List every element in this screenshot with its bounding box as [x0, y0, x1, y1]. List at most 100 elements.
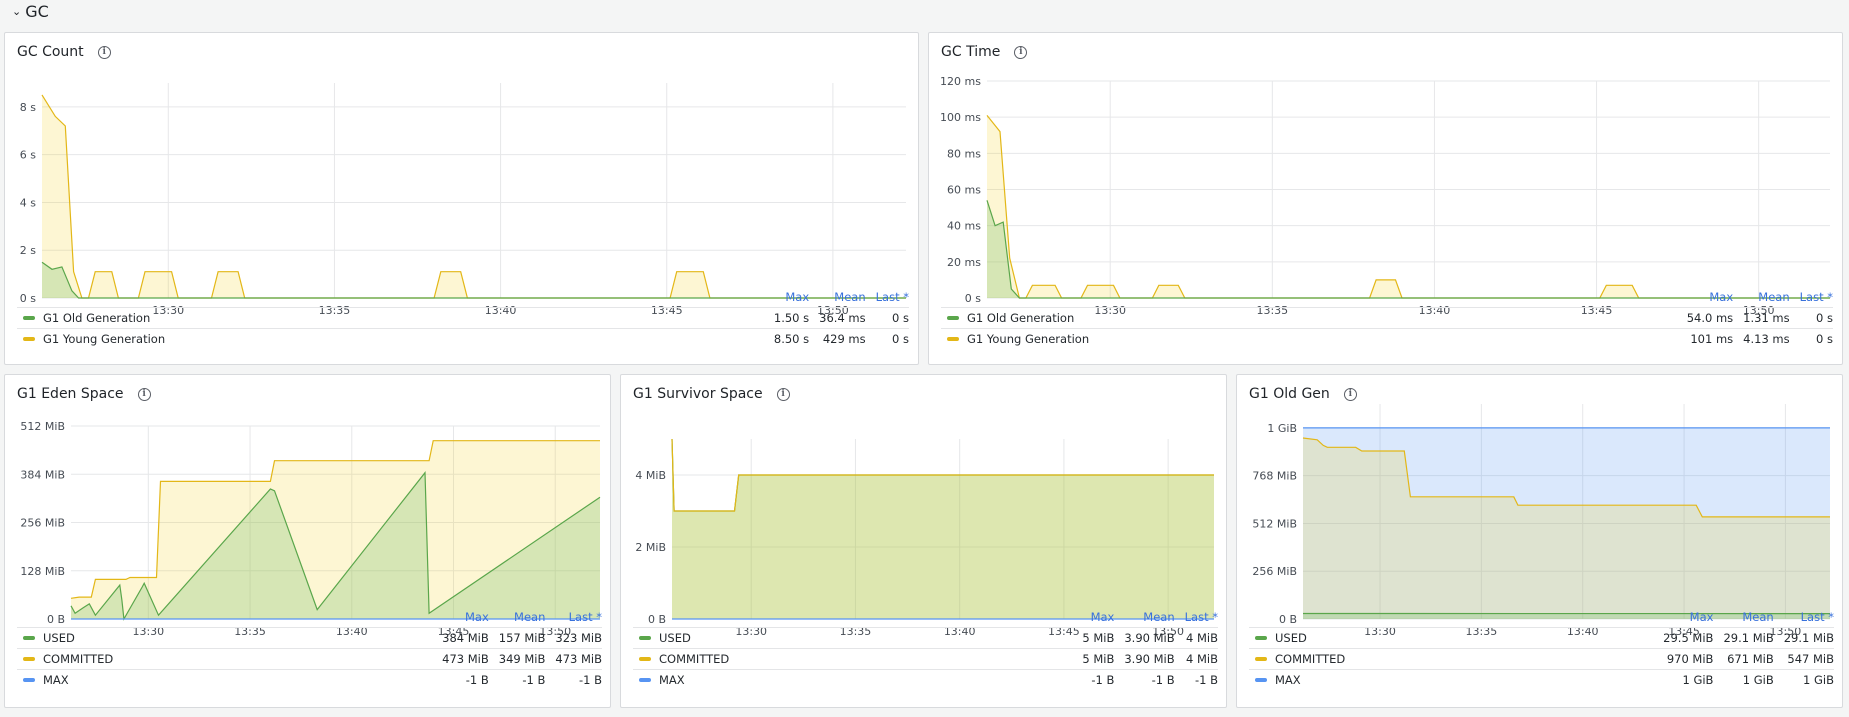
series-line-g1-young-generation[interactable]: [986, 115, 1830, 299]
legend-mean-value: 429 ms: [809, 328, 866, 349]
legend-swatch-icon[interactable]: [23, 657, 35, 661]
series-line-g1-young-generation[interactable]: [41, 94, 906, 299]
panel-g1-eden-space[interactable]: G1 Eden Space i 0 B 128 MiB 256 MiB 384 MiB…: [4, 374, 611, 708]
sort-mean-header[interactable]: Mean: [1143, 610, 1175, 624]
sort-max-header[interactable]: Max: [1090, 610, 1115, 624]
legend-row[interactable]: G1 Young Generation 8.50 s 429 ms 0 s: [17, 328, 909, 349]
panel-title-text: GC Time: [941, 44, 1001, 60]
panel-title[interactable]: G1 Survivor Space i: [633, 383, 790, 405]
legend-row[interactable]: MAX -1 B -1 B -1 B: [17, 669, 602, 690]
sort-mean-header[interactable]: Mean: [514, 610, 546, 624]
legend-row[interactable]: MAX -1 B -1 B -1 B: [633, 669, 1218, 690]
legend-series-name[interactable]: USED: [17, 627, 433, 649]
sort-max-header[interactable]: Max: [1709, 290, 1734, 304]
y-tick-label: 256 MiB: [1252, 565, 1297, 578]
legend-swatch-icon[interactable]: [23, 636, 35, 640]
sort-last-header[interactable]: Last *: [568, 610, 602, 624]
info-icon[interactable]: i: [1014, 45, 1028, 59]
series-area-committed: [672, 439, 1214, 619]
panel-title[interactable]: GC Count i: [17, 41, 111, 63]
legend-swatch-icon[interactable]: [639, 678, 651, 682]
y-tick-label: 6 s: [20, 149, 36, 162]
legend-swatch-icon[interactable]: [1255, 636, 1267, 640]
legend-row[interactable]: USED 384 MiB 157 MiB 323 MiB: [17, 627, 602, 649]
series-line-committed[interactable]: [70, 440, 600, 599]
legend-swatch-icon[interactable]: [639, 636, 651, 640]
legend-series-name[interactable]: G1 Young Generation: [17, 328, 764, 349]
series-line-g1-old-generation[interactable]: [41, 261, 906, 299]
legend-mean-value: 3.90 MiB: [1114, 627, 1175, 649]
y-tick-label: 80 ms: [947, 147, 981, 160]
sort-last-header[interactable]: Last *: [1799, 290, 1833, 304]
legend-row[interactable]: MAX 1 GiB 1 GiB 1 GiB: [1249, 669, 1834, 690]
row-header-gc[interactable]: ⌄ GC: [12, 0, 49, 22]
sort-last-header[interactable]: Last *: [1184, 610, 1218, 624]
legend-last-value: 4 MiB: [1174, 627, 1218, 649]
sort-max-header[interactable]: Max: [785, 290, 810, 304]
sort-last-header[interactable]: Last *: [1800, 610, 1834, 624]
legend-swatch-icon[interactable]: [947, 316, 959, 320]
series-area-used: [1303, 613, 1830, 619]
legend: Max Mean Last * G1 Old Generation 54.0 ms 1.3…: [941, 287, 1833, 349]
sort-mean-header[interactable]: Mean: [1758, 290, 1790, 304]
legend-series-name[interactable]: USED: [1249, 627, 1654, 649]
legend-series-name[interactable]: COMMITTED: [17, 648, 433, 670]
panel-gc-time[interactable]: GC Time i 0 s 20 ms 40 ms 60 ms 80 ms 100 ms 1…: [928, 32, 1843, 365]
legend-row[interactable]: G1 Young Generation 101 ms 4.13 ms 0 s: [941, 328, 1833, 349]
series-line-committed[interactable]: [1302, 437, 1830, 518]
legend-mean-value: 36.4 ms: [809, 307, 866, 329]
legend-swatch-icon[interactable]: [947, 337, 959, 341]
legend-series-name[interactable]: MAX: [1249, 669, 1654, 690]
legend-series-name[interactable]: G1 Young Generation: [941, 328, 1677, 349]
legend-series-name[interactable]: G1 Old Generation: [941, 307, 1677, 329]
panel-title[interactable]: G1 Eden Space i: [17, 383, 151, 405]
legend-row[interactable]: G1 Old Generation 54.0 ms 1.31 ms 0 s: [941, 307, 1833, 329]
legend-swatch-icon[interactable]: [1255, 678, 1267, 682]
legend-swatch-icon[interactable]: [639, 657, 651, 661]
legend-series-name[interactable]: MAX: [633, 669, 1073, 690]
legend-swatch-icon[interactable]: [23, 337, 35, 341]
y-tick-label: 4 MiB: [635, 469, 666, 482]
info-icon[interactable]: i: [776, 387, 790, 401]
legend-table: Max Mean Last * G1 Old Generation 54.0 ms 1.3…: [941, 287, 1833, 349]
legend-swatch-icon[interactable]: [23, 316, 35, 320]
legend-series-name[interactable]: COMMITTED: [1249, 648, 1654, 670]
legend: Max Mean Last * USED 5 MiB 3.90 MiB 4 MiB COMMI…: [633, 607, 1218, 690]
series-line-used[interactable]: [70, 471, 601, 621]
info-icon[interactable]: i: [1343, 387, 1357, 401]
series-line-g1-old-generation[interactable]: [986, 200, 1830, 299]
series-line-committed[interactable]: [671, 438, 1214, 512]
legend-row[interactable]: USED 29.5 MiB 29.1 MiB 29.1 MiB: [1249, 627, 1834, 649]
legend-last-value: 29.1 MiB: [1773, 627, 1834, 649]
panel-g1-old-gen[interactable]: G1 Old Gen i 0 B 256 MiB 512 MiB 768 MiB 1 G…: [1236, 374, 1843, 708]
legend-row[interactable]: COMMITTED 970 MiB 671 MiB 547 MiB: [1249, 648, 1834, 670]
legend-header-spacer: [941, 287, 1677, 308]
legend-label: G1 Young Generation: [967, 332, 1090, 346]
info-icon[interactable]: i: [97, 45, 111, 59]
sort-max-header[interactable]: Max: [1689, 610, 1714, 624]
legend-series-name[interactable]: MAX: [17, 669, 433, 690]
legend-series-name[interactable]: COMMITTED: [633, 648, 1073, 670]
legend-series-name[interactable]: G1 Old Generation: [17, 307, 764, 329]
y-tick-label: 128 MiB: [20, 565, 65, 578]
y-tick-label: 0 s: [20, 292, 36, 305]
panel-title[interactable]: GC Time i: [941, 41, 1028, 63]
sort-last-header[interactable]: Last *: [875, 290, 909, 304]
legend-swatch-icon[interactable]: [23, 678, 35, 682]
legend-label: COMMITTED: [659, 652, 730, 666]
sort-max-header[interactable]: Max: [464, 610, 489, 624]
legend-series-name[interactable]: USED: [633, 627, 1073, 649]
legend-mean-value: 1 GiB: [1713, 669, 1774, 690]
legend-row[interactable]: COMMITTED 473 MiB 349 MiB 473 MiB: [17, 648, 602, 670]
legend-row[interactable]: USED 5 MiB 3.90 MiB 4 MiB: [633, 627, 1218, 649]
info-icon[interactable]: i: [137, 387, 151, 401]
legend-row[interactable]: G1 Old Generation 1.50 s 36.4 ms 0 s: [17, 307, 909, 329]
legend-row[interactable]: COMMITTED 5 MiB 3.90 MiB 4 MiB: [633, 648, 1218, 670]
legend-swatch-icon[interactable]: [1255, 657, 1267, 661]
panel-title[interactable]: G1 Old Gen i: [1249, 383, 1357, 405]
y-tick-label: 0 s: [965, 292, 981, 305]
sort-mean-header[interactable]: Mean: [1742, 610, 1774, 624]
sort-mean-header[interactable]: Mean: [834, 290, 866, 304]
